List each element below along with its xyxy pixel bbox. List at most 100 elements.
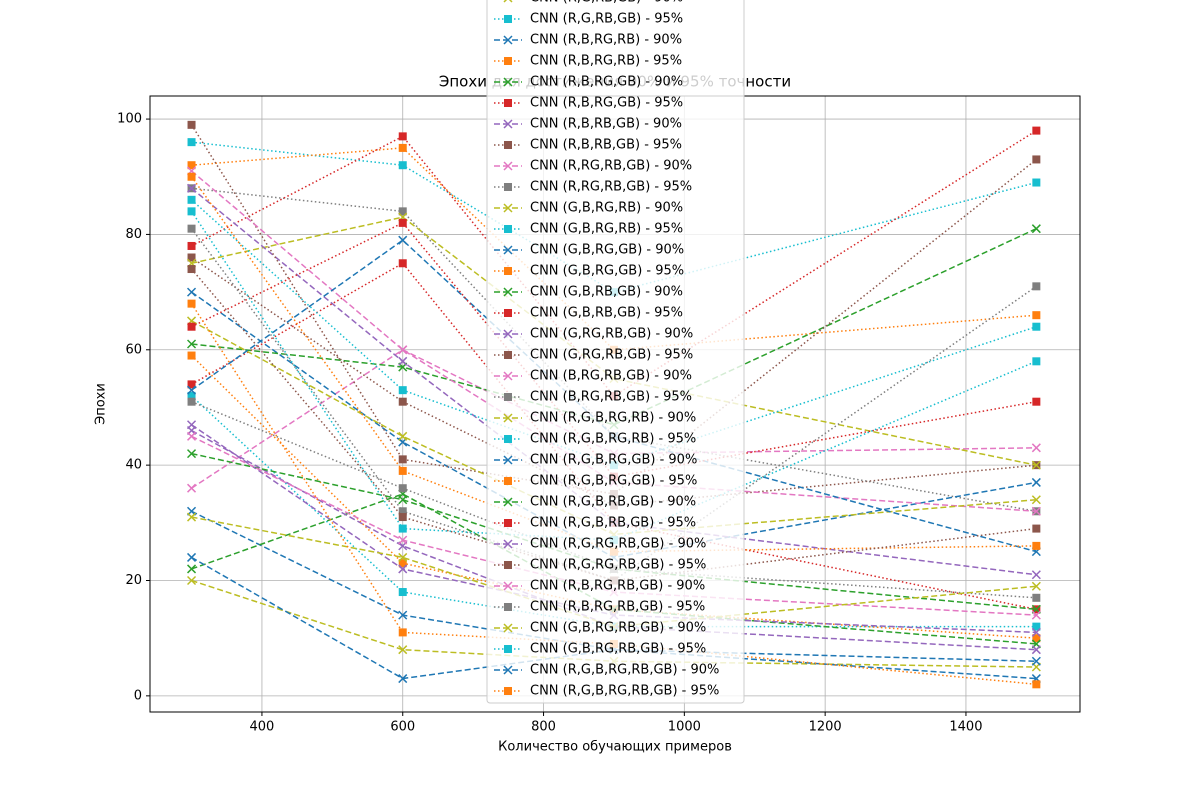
legend-label: CNN (R,RG,RB,GB) - 90% <box>530 159 692 174</box>
point <box>187 512 197 522</box>
legend-label: CNN (G,B,RG,RB,GB) - 95% <box>530 642 706 657</box>
point <box>1032 622 1041 631</box>
point <box>1032 397 1041 406</box>
legend-marker <box>504 519 512 527</box>
legend-marker <box>503 581 513 591</box>
y-tick-label: 80 <box>125 227 142 242</box>
point <box>1032 178 1041 187</box>
legend-marker <box>504 645 512 653</box>
y-tick-label: 0 <box>134 688 142 703</box>
legend-marker <box>504 687 512 695</box>
legend-marker <box>503 35 513 45</box>
point <box>398 645 408 655</box>
point <box>398 455 407 464</box>
point <box>398 484 407 493</box>
point <box>398 218 407 227</box>
y-tick-label: 60 <box>125 342 142 357</box>
x-tick-label: 1400 <box>949 720 982 735</box>
point <box>187 183 197 193</box>
point <box>398 564 408 574</box>
legend-label: CNN (G,RG,RB,GB) - 90% <box>530 327 693 342</box>
legend-label: CNN (R,G,RG,RB,GB) - 95% <box>530 558 706 573</box>
legend-label: CNN (G,B,RG,RB) - 95% <box>530 222 683 237</box>
point <box>398 345 408 355</box>
legend-marker <box>503 119 513 129</box>
legend-marker <box>504 267 512 275</box>
point <box>398 674 408 684</box>
legend-label: CNN (R,B,RB,GB) - 95% <box>530 138 682 153</box>
series-line <box>191 320 1037 536</box>
point <box>398 628 407 637</box>
series-line <box>191 141 1037 293</box>
point <box>187 564 197 574</box>
point <box>1031 627 1041 637</box>
point <box>398 524 407 533</box>
point <box>187 483 197 493</box>
point <box>1032 680 1041 689</box>
point <box>398 552 408 562</box>
point <box>187 120 196 129</box>
legend-label: CNN (G,B,RB,GB) - 95% <box>530 306 683 321</box>
point <box>187 195 196 204</box>
legend-marker <box>503 371 513 381</box>
point <box>398 495 408 505</box>
legend-label: CNN (R,G,RB,GB) - 90% <box>530 0 683 6</box>
point <box>187 207 196 216</box>
y-tick-label: 20 <box>125 573 142 588</box>
point <box>398 535 408 545</box>
legend-label: CNN (R,B,RB,GB) - 90% <box>530 117 682 132</box>
point <box>1032 311 1041 320</box>
point <box>187 172 196 181</box>
legend-label: CNN (R,G,B,RG,GB) - 95% <box>530 474 697 489</box>
legend-marker <box>503 539 513 549</box>
y-axis-label: Эпохи <box>94 383 109 425</box>
legend-marker <box>503 287 513 297</box>
point <box>187 287 197 297</box>
point <box>398 356 408 366</box>
legend-label: CNN (R,B,RG,RB) - 90% <box>530 33 682 48</box>
legend-label: CNN (G,B,RG,GB) - 95% <box>530 264 684 279</box>
point <box>398 507 407 516</box>
x-tick-label: 800 <box>531 720 556 735</box>
legend-marker <box>504 603 512 611</box>
point <box>398 143 407 152</box>
point <box>187 224 196 233</box>
legend-marker <box>503 665 513 675</box>
point <box>398 610 408 620</box>
point <box>187 322 196 331</box>
legend-label: CNN (R,B,RG,GB) - 90% <box>530 75 683 90</box>
legend-marker <box>504 57 512 65</box>
point <box>1032 126 1041 135</box>
legend-marker <box>504 183 512 191</box>
legend-marker <box>504 351 512 359</box>
legend-label: CNN (R,B,RG,RB,GB) - 90% <box>530 579 705 594</box>
point <box>187 380 196 389</box>
series-line <box>191 239 1037 553</box>
legend-marker <box>503 245 513 255</box>
legend-label: CNN (R,B,RG,RB) - 95% <box>530 54 682 69</box>
point <box>398 132 407 141</box>
point <box>1031 581 1041 591</box>
point <box>1031 656 1041 666</box>
point <box>398 588 407 597</box>
point <box>398 235 408 245</box>
point <box>398 161 407 170</box>
series-line <box>191 216 1037 466</box>
point <box>398 259 407 268</box>
x-tick-label: 1200 <box>809 720 842 735</box>
legend-marker <box>503 623 513 633</box>
point <box>187 299 196 308</box>
legend-marker <box>504 15 512 23</box>
legend-label: CNN (G,B,RG,RB,GB) - 90% <box>530 621 706 636</box>
x-tick-label: 400 <box>250 720 275 735</box>
point <box>187 351 196 360</box>
series-line <box>191 556 1037 680</box>
point <box>187 552 197 562</box>
point <box>187 397 196 406</box>
legend-marker <box>504 477 512 485</box>
point <box>187 241 196 250</box>
point <box>1032 593 1041 602</box>
legend-marker <box>503 161 513 171</box>
y-tick-label: 100 <box>117 112 142 127</box>
point <box>398 466 407 475</box>
